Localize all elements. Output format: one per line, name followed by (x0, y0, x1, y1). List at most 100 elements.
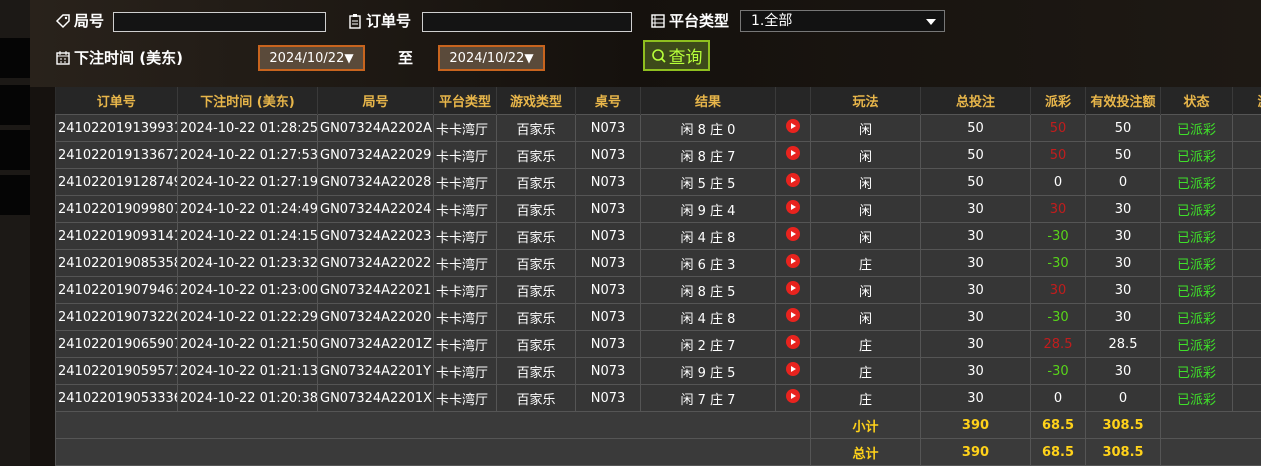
game-type: 百家乐 (496, 330, 576, 358)
platform-select[interactable]: 1.全部 (740, 10, 945, 32)
result: 闲 8 庄 7 (640, 141, 776, 169)
label-text: 订单号 (366, 12, 412, 30)
platform: 卡卡湾厅 (433, 114, 497, 142)
video-icon[interactable] (786, 173, 800, 187)
bet-table: 订单号 下注时间 (美东) 局号 平台类型 游戏类型 桌号 结果 玩法 总投注 派彩 有效投注额 状态… (55, 87, 1261, 466)
game-type: 百家乐 (496, 276, 576, 304)
column-header: 局号 (317, 87, 434, 115)
bet-time: 2024-10-22 01:27:53 (177, 141, 318, 169)
video-icon[interactable] (786, 362, 800, 376)
empty-cell (1232, 195, 1261, 223)
empty-cell (1232, 249, 1261, 277)
empty-cell (1160, 438, 1261, 466)
platform: 卡卡湾厅 (433, 276, 497, 304)
valid-bet: 50 (1085, 114, 1161, 142)
order-id: 241022019065907 (55, 330, 178, 358)
result: 闲 7 庄 7 (640, 384, 776, 412)
status: 已派彩 (1160, 276, 1233, 304)
total-bet: 30 (920, 195, 1031, 223)
payout: 50 (1030, 114, 1086, 142)
date-text: 2024/10/22 (449, 51, 525, 66)
status: 已派彩 (1160, 249, 1233, 277)
empty-cell (1232, 222, 1261, 250)
video-cell (775, 114, 811, 142)
total-bet: 50 (920, 141, 1031, 169)
table-row: 241022019099807 2024-10-22 01:24:49 GN0732… (55, 195, 1261, 223)
table-no: N073 (575, 141, 641, 169)
status: 已派彩 (1160, 303, 1233, 331)
total-value: 308.5 (1085, 438, 1161, 466)
round-id: GN07324A2201Z (317, 330, 434, 358)
result: 闲 9 庄 5 (640, 357, 776, 385)
total-bet: 30 (920, 357, 1031, 385)
order-id: 241022019133672 (55, 141, 178, 169)
video-icon[interactable] (786, 389, 800, 403)
result: 闲 4 庄 8 (640, 303, 776, 331)
video-icon[interactable] (786, 281, 800, 295)
date-to[interactable]: 2024/10/22 (438, 45, 545, 71)
order-id: 241022019128749 (55, 168, 178, 196)
valid-bet: 28.5 (1085, 330, 1161, 358)
empty-cell (1232, 357, 1261, 385)
empty-cell (1160, 411, 1261, 439)
status: 已派彩 (1160, 114, 1233, 142)
play: 庄 (810, 357, 921, 385)
status: 已派彩 (1160, 384, 1233, 412)
video-icon[interactable] (786, 119, 800, 133)
table-no: N073 (575, 222, 641, 250)
order-input[interactable] (422, 12, 632, 32)
table-body: 241022019139931 2024-10-22 01:28:25 GN0732… (55, 114, 1261, 466)
empty-cell (1232, 330, 1261, 358)
video-icon[interactable] (786, 227, 800, 241)
valid-bet: 30 (1085, 249, 1161, 277)
valid-bet: 0 (1085, 168, 1161, 196)
column-header: 游 (1232, 87, 1261, 115)
platform: 卡卡湾厅 (433, 195, 497, 223)
sidebar (0, 0, 30, 466)
table-row: 241022019093141 2024-10-22 01:24:15 GN0732… (55, 222, 1261, 250)
platform: 卡卡湾厅 (433, 222, 497, 250)
order-id: 241022019085358 (55, 249, 178, 277)
status: 已派彩 (1160, 195, 1233, 223)
column-header: 总投注 (920, 87, 1031, 115)
order-id: 241022019053336 (55, 384, 178, 412)
status: 已派彩 (1160, 168, 1233, 196)
total-bet: 30 (920, 384, 1031, 412)
video-icon[interactable] (786, 146, 800, 160)
round-id: GN07324A2201X (317, 384, 434, 412)
valid-bet: 30 (1085, 195, 1161, 223)
column-header: 有效投注额 (1085, 87, 1161, 115)
video-icon[interactable] (786, 254, 800, 268)
round-id: GN07324A2201Y (317, 357, 434, 385)
payout: 0 (1030, 168, 1086, 196)
table-row: 241022019128749 2024-10-22 01:27:19 GN0732… (55, 168, 1261, 196)
table-no: N073 (575, 384, 641, 412)
bet-time: 2024-10-22 01:27:19 (177, 168, 318, 196)
result: 闲 5 庄 5 (640, 168, 776, 196)
total-bet: 30 (920, 222, 1031, 250)
query-button[interactable]: 查询 (643, 40, 710, 71)
video-cell (775, 384, 811, 412)
result: 闲 4 庄 8 (640, 222, 776, 250)
video-icon[interactable] (786, 200, 800, 214)
game-type: 百家乐 (496, 141, 576, 169)
round-input[interactable] (113, 12, 326, 32)
date-from[interactable]: 2024/10/22 (258, 45, 365, 71)
order-id: 241022019073220 (55, 303, 178, 331)
subtotal-label: 小计 (810, 411, 921, 439)
video-cell (775, 303, 811, 331)
platform: 卡卡湾厅 (433, 330, 497, 358)
column-header: 平台类型 (433, 87, 497, 115)
video-icon[interactable] (786, 335, 800, 349)
play: 庄 (810, 330, 921, 358)
empty-cell (1232, 168, 1261, 196)
valid-bet: 30 (1085, 303, 1161, 331)
game-type: 百家乐 (496, 168, 576, 196)
label-text: 至 (398, 49, 414, 67)
video-icon[interactable] (786, 308, 800, 322)
label-text: 下注时间 (美东) (74, 49, 183, 67)
time-label: 下注时间 (美东) (55, 47, 183, 68)
bet-time: 2024-10-22 01:21:13 (177, 357, 318, 385)
column-header: 桌号 (575, 87, 641, 115)
table-no: N073 (575, 249, 641, 277)
